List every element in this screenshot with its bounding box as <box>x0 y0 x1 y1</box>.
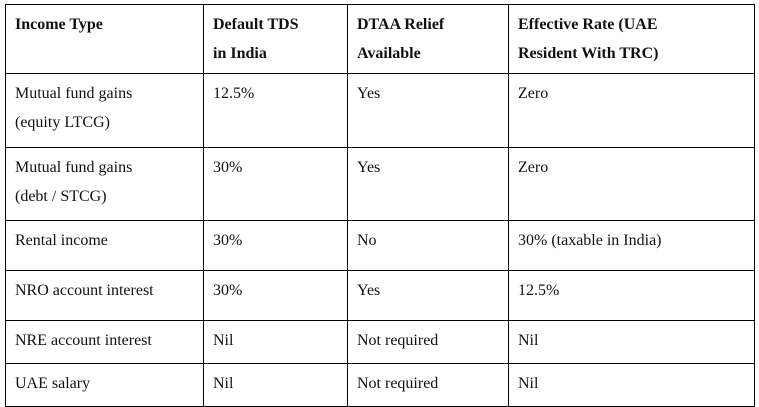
column-header-effective-rate: Effective Rate (UAE Resident With TRC) <box>508 4 755 74</box>
table-row-equity-ltcg: Mutual fund gains (equity LTCG) 12.5% Ye… <box>5 73 755 148</box>
table-cell: Mutual fund gains (debt / STCG) <box>5 147 204 221</box>
table-cell: NRO account interest <box>5 270 204 321</box>
table-cell: Nil <box>203 320 348 364</box>
table-row-uae-salary: UAE salary Nil Not required Nil <box>5 363 755 407</box>
column-header-default-tds: Default TDS in India <box>203 4 348 74</box>
table-cell: Zero <box>508 147 755 221</box>
column-header-income-type: Income Type <box>5 4 204 74</box>
table-cell: Yes <box>347 270 509 321</box>
table-row-rental-income: Rental income 30% No 30% (taxable in Ind… <box>5 220 755 271</box>
table-cell: Nil <box>508 320 755 364</box>
table-cell: Not required <box>347 320 509 364</box>
table-cell: 12.5% <box>203 73 348 148</box>
document-page: Income Type Default TDS in India DTAA Re… <box>0 4 759 407</box>
table-cell: 30% <box>203 147 348 221</box>
table-cell: NRE account interest <box>5 320 204 364</box>
table-cell: Rental income <box>5 220 204 271</box>
table-cell: Yes <box>347 73 509 148</box>
table-row-debt-stcg: Mutual fund gains (debt / STCG) 30% Yes … <box>5 147 755 221</box>
table-cell: Zero <box>508 73 755 148</box>
table-cell: Not required <box>347 363 509 407</box>
table-cell: Nil <box>203 363 348 407</box>
table-cell: Nil <box>508 363 755 407</box>
tds-dtaa-rates-table: Income Type Default TDS in India DTAA Re… <box>5 4 755 407</box>
table-cell: 30% <box>203 270 348 321</box>
header-row: Income Type Default TDS in India DTAA Re… <box>5 4 755 74</box>
table-cell: Mutual fund gains (equity LTCG) <box>5 73 204 148</box>
table-row-nro-interest: NRO account interest 30% Yes 12.5% <box>5 270 755 321</box>
table-cell: 30% (taxable in India) <box>508 220 755 271</box>
table-cell: No <box>347 220 509 271</box>
column-header-dtaa-relief: DTAA Relief Available <box>347 4 509 74</box>
table-row-nre-interest: NRE account interest Nil Not required Ni… <box>5 320 755 364</box>
table-cell: 12.5% <box>508 270 755 321</box>
table-cell: UAE salary <box>5 363 204 407</box>
table-cell: Yes <box>347 147 509 221</box>
table-cell: 30% <box>203 220 348 271</box>
